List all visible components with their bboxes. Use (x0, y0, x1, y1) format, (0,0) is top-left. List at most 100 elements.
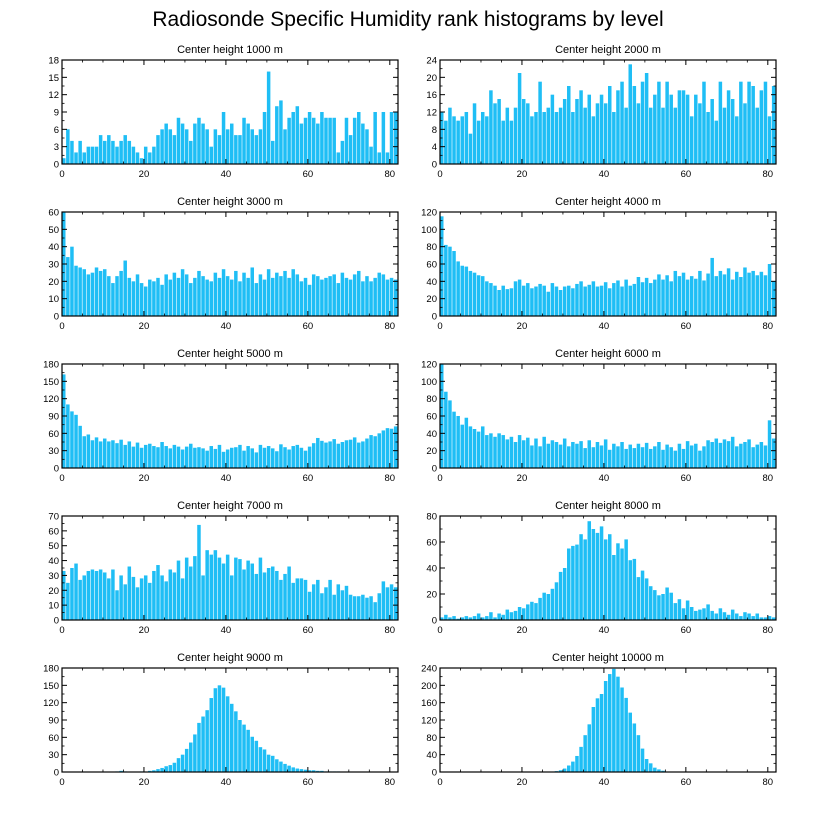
histogram-bar (291, 112, 295, 164)
histogram-bar (127, 566, 132, 620)
histogram-bar (747, 272, 751, 316)
histogram-bar (352, 274, 357, 316)
histogram-bar (348, 279, 353, 316)
histogram-bar (530, 445, 534, 468)
histogram-bar (550, 283, 555, 316)
y-tick-label: 20 (48, 586, 59, 597)
histogram-bar (225, 554, 230, 620)
histogram-bar (205, 279, 209, 316)
histogram-bar (385, 152, 390, 164)
y-tick-label: 60 (48, 526, 59, 537)
histogram-bar (344, 440, 349, 468)
histogram-bar (184, 748, 189, 772)
histogram-bar (591, 707, 596, 772)
histogram-bar (221, 687, 226, 772)
histogram-bar (86, 146, 91, 164)
histogram-bar (567, 285, 571, 316)
histogram-bar (197, 447, 201, 468)
plot-area: 0 20 40 60 80 0 20 40 60 80 100 120 (421, 360, 777, 484)
histogram-bar (234, 447, 238, 468)
histogram-bar (591, 529, 596, 620)
histogram-bar (246, 560, 250, 620)
histogram-bar (640, 81, 645, 164)
x-tick-label: 0 (59, 473, 64, 484)
histogram-bar (571, 545, 575, 620)
histogram-bar (718, 81, 723, 164)
histogram-bar (620, 81, 624, 164)
histogram-bar (595, 286, 600, 316)
histogram-bar (115, 443, 119, 468)
histogram-bar (661, 107, 665, 164)
histogram-bar (307, 446, 312, 468)
x-tick-label: 60 (303, 321, 314, 332)
histogram-bar (726, 441, 731, 468)
histogram-bar (74, 265, 78, 316)
x-tick-label: 40 (599, 473, 610, 484)
histogram-bar (571, 761, 575, 772)
x-tick-label: 80 (385, 473, 396, 484)
plot-area: 0 20 40 60 80 0 10 20 30 40 50 60 (48, 208, 399, 332)
histogram-bar (616, 676, 620, 772)
histogram-bar (213, 688, 218, 772)
histogram-bar (320, 593, 324, 620)
histogram-bar (608, 288, 612, 316)
histogram-bar (344, 277, 349, 316)
histogram-bar (230, 123, 234, 164)
histogram-bar (303, 769, 308, 772)
histogram-bar (452, 116, 456, 164)
x-tick-label: 60 (681, 473, 692, 484)
histogram-bar (365, 276, 369, 316)
histogram-bar (352, 117, 357, 164)
histogram-bar (193, 123, 197, 164)
y-tick-label: 18 (48, 56, 59, 67)
histogram-bar (307, 112, 312, 164)
histogram-bar (234, 135, 238, 164)
y-tick-label: 180 (43, 664, 59, 675)
histogram-bar (739, 277, 743, 316)
histogram-bar (287, 449, 291, 468)
histogram-bar (636, 277, 641, 316)
histogram-bar (562, 286, 567, 316)
histogram-bar (213, 550, 218, 620)
histogram-bar (66, 129, 70, 164)
histogram-bar (266, 568, 271, 620)
x-tick-label: 40 (221, 473, 232, 484)
histogram-bar (389, 428, 394, 468)
histogram-bar (295, 106, 300, 164)
histogram-bar (579, 534, 583, 620)
histogram-bar (591, 447, 596, 468)
histogram-bar (628, 285, 632, 316)
histogram-bar (534, 438, 538, 468)
x-tick-label: 40 (221, 169, 232, 180)
histogram-bar (480, 112, 485, 164)
y-tick-label: 10 (48, 294, 59, 305)
histogram-bar (485, 616, 489, 620)
histogram-bar (603, 539, 608, 620)
histogram-panel: Center height 1000 m 0 20 40 60 80 0 3 6 9 12 15 18 (22, 44, 438, 188)
histogram-bar (111, 140, 115, 164)
histogram-bar (201, 123, 205, 164)
histogram-bar (94, 570, 99, 620)
histogram-bar (357, 596, 361, 620)
histogram-bar (702, 608, 706, 620)
histogram-bar (279, 444, 283, 468)
histogram-bar (526, 604, 530, 620)
histogram-bar (90, 272, 95, 316)
histogram-bar (648, 107, 653, 164)
y-tick-label: 200 (421, 681, 437, 692)
y-tick-label: 3 (54, 142, 59, 153)
histogram-bar (299, 578, 304, 620)
histogram-bar (669, 592, 673, 620)
histogram-bar (111, 440, 115, 468)
histogram-bar (550, 94, 555, 164)
histogram-bar (365, 129, 369, 164)
histogram-panel: Center height 6000 m 0 20 40 60 80 0 20 40 60 80 10… (400, 348, 816, 492)
histogram-bar (279, 579, 283, 620)
histogram-bar (115, 276, 119, 316)
histogram-bar (665, 275, 669, 316)
histogram-bar (567, 86, 571, 164)
histogram-panel: Center height 4000 m 0 20 40 60 80 0 20 40 60 80 10… (400, 196, 816, 340)
histogram-bar (78, 425, 82, 468)
histogram-bar (225, 129, 230, 164)
histogram-bar (653, 279, 657, 316)
